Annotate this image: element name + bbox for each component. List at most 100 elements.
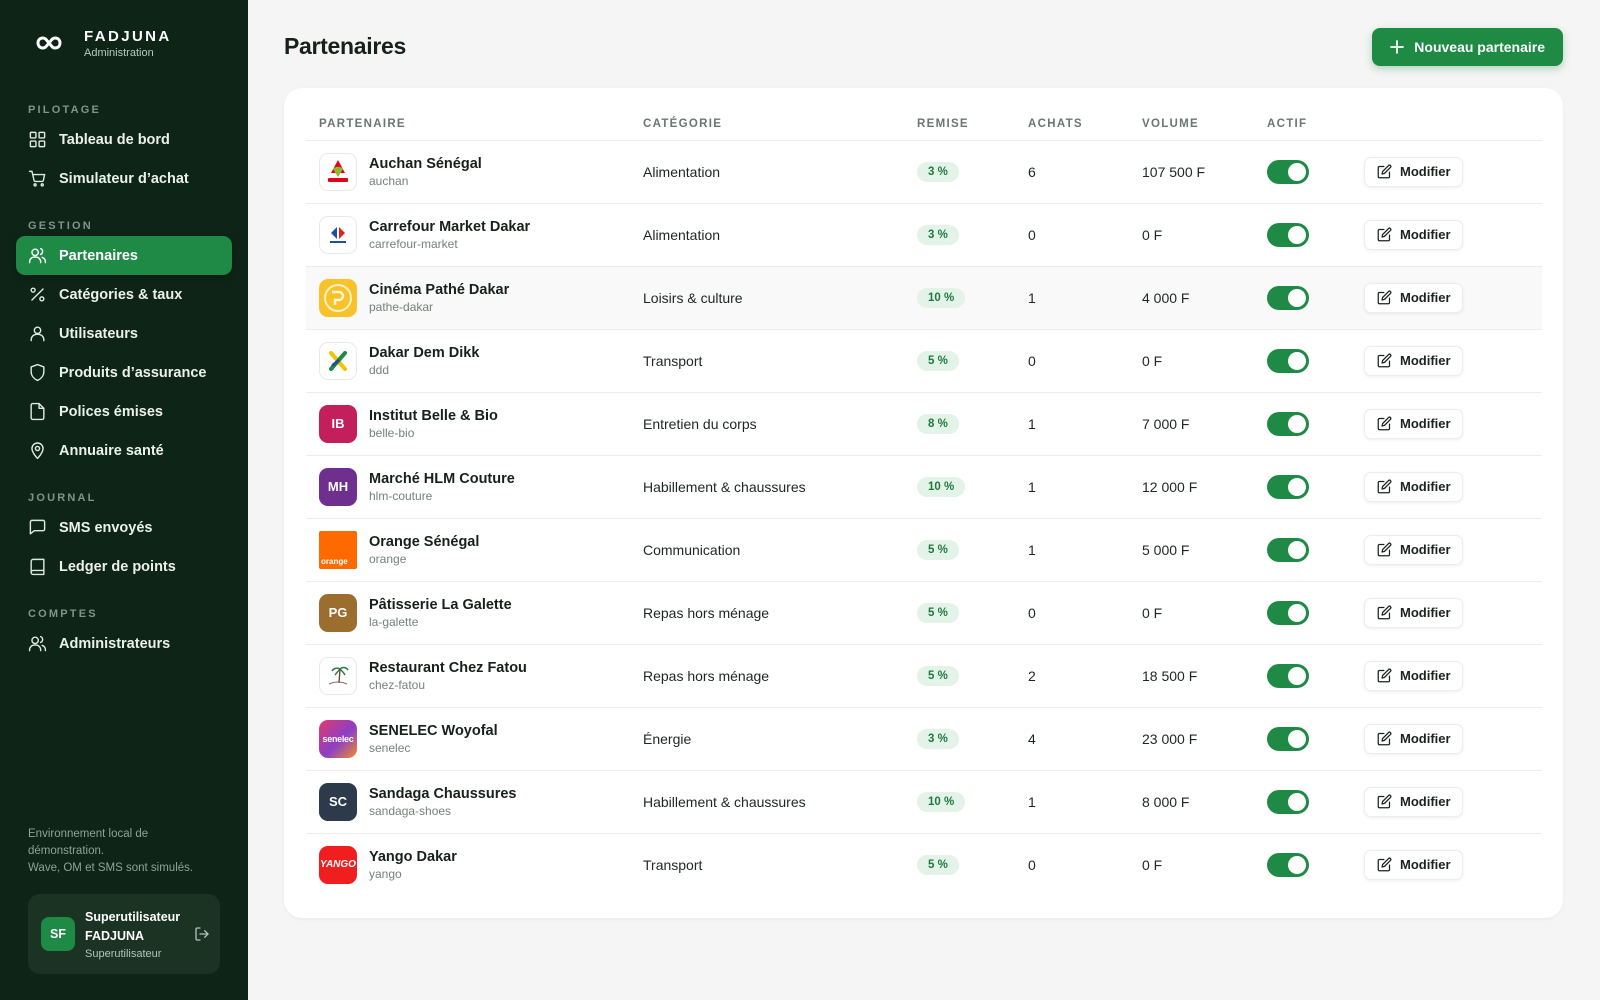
active-toggle[interactable] — [1267, 474, 1309, 499]
modify-button[interactable]: Modifier — [1364, 156, 1463, 187]
modify-label: Modifier — [1400, 731, 1451, 746]
cell-actions: Modifier — [1364, 770, 1542, 834]
book-icon — [30, 558, 45, 576]
partner-initials-avatar: SC — [319, 782, 357, 821]
modify-button[interactable]: Modifier — [1364, 597, 1463, 628]
sidebar-item-tableau-de-bord[interactable]: Tableau de bord — [16, 120, 232, 159]
sidebar-item-ledger-de-points[interactable]: Ledger de points — [16, 547, 232, 586]
sidebar-item-label: Polices émises — [59, 403, 163, 420]
table-row: senelec SENELEC Woyofal senelec Énergie 3 % 4… — [306, 707, 1542, 771]
sidebar-item-polices-emises[interactable]: Polices émises — [16, 392, 232, 431]
active-toggle[interactable] — [1267, 852, 1309, 877]
logout-icon[interactable] — [194, 926, 210, 942]
active-toggle[interactable] — [1267, 726, 1309, 751]
partner-initials-avatar: PG — [319, 593, 357, 632]
cell-actions: Modifier — [1364, 203, 1542, 267]
modify-button[interactable]: Modifier — [1364, 219, 1463, 250]
modify-button[interactable]: Modifier — [1364, 471, 1463, 502]
active-toggle[interactable] — [1267, 789, 1309, 814]
sidebar-item-administrateurs[interactable]: Administrateurs — [16, 624, 232, 663]
cell-partner: orange Orange Sénégal orange — [306, 518, 643, 582]
active-toggle[interactable] — [1267, 411, 1309, 436]
cell-purchases: 1 — [1028, 455, 1142, 519]
partner-slug: hlm-couture — [369, 488, 433, 503]
partner-name: SENELEC Woyofal — [369, 722, 498, 739]
cell-volume: 7 000 F — [1142, 392, 1267, 456]
partner-name: Restaurant Chez Fatou — [369, 659, 527, 676]
cell-volume: 18 500 F — [1142, 644, 1267, 708]
active-toggle[interactable] — [1267, 348, 1309, 373]
cell-partner: Carrefour Market Dakar carrefour-market — [306, 203, 643, 267]
modify-label: Modifier — [1400, 479, 1451, 494]
active-toggle[interactable] — [1267, 600, 1309, 625]
cell-active — [1267, 770, 1364, 834]
table-row: Dakar Dem Dikk ddd Transport 5 % 0 0 F Modifie… — [306, 329, 1542, 393]
cell-purchases: 0 — [1028, 581, 1142, 645]
sidebar-item-simulateur-dachat[interactable]: Simulateur d’achat — [16, 159, 232, 198]
nav-section-journal: JOURNAL — [28, 492, 97, 504]
cell-active — [1267, 833, 1364, 896]
table-row: Restaurant Chez Fatou chez-fatou Repas hor… — [306, 644, 1542, 708]
modify-label: Modifier — [1400, 353, 1451, 368]
brand-name: FADJUNA — [84, 27, 172, 45]
partner-slug: ddd — [369, 362, 390, 377]
sidebar-item-partenaires[interactable]: Partenaires — [16, 236, 232, 275]
cell-partner: senelec SENELEC Woyofal senelec — [306, 707, 643, 771]
modify-button[interactable]: Modifier — [1364, 282, 1463, 313]
edit-icon — [1377, 605, 1392, 620]
modify-button[interactable]: Modifier — [1364, 786, 1463, 817]
sidebar-item-annuaire-sante[interactable]: Annuaire santé — [16, 431, 232, 470]
cell-purchases: 1 — [1028, 770, 1142, 834]
discount-badge: 8 % — [917, 413, 959, 434]
modify-label: Modifier — [1400, 605, 1451, 620]
file-icon — [30, 402, 45, 421]
sidebar-item-produits-dassurance[interactable]: Produits d’assurance — [16, 353, 232, 392]
modify-button[interactable]: Modifier — [1364, 408, 1463, 439]
partner-slug: pathe-dakar — [369, 299, 434, 314]
partner-name: Marché HLM Couture — [369, 470, 515, 487]
active-toggle[interactable] — [1267, 222, 1309, 247]
sidebar-item-categories-taux[interactable]: Catégories & taux — [16, 275, 232, 314]
modify-button[interactable]: Modifier — [1364, 534, 1463, 565]
orange-logo-icon: orange — [319, 530, 357, 569]
brand: FADJUNA Administration — [16, 0, 232, 86]
auchan-logo-icon — [319, 152, 357, 191]
modify-button[interactable]: Modifier — [1364, 723, 1463, 754]
header-partner: PARTENAIRE — [306, 108, 643, 141]
cell-volume: 0 F — [1142, 203, 1267, 267]
active-toggle[interactable] — [1267, 537, 1309, 562]
cell-purchases: 0 — [1028, 203, 1142, 267]
modify-button[interactable]: Modifier — [1364, 660, 1463, 691]
partner-name: Yango Dakar — [369, 848, 457, 865]
partner-name: Orange Sénégal — [369, 533, 480, 550]
cell-category: Communication — [643, 518, 917, 582]
new-partner-button[interactable]: Nouveau partenaire — [1372, 28, 1563, 66]
table-row: PG Pâtisserie La Galette la-galette Repas h… — [306, 581, 1542, 645]
active-toggle[interactable] — [1267, 663, 1309, 688]
cell-actions: Modifier — [1364, 329, 1542, 393]
shield-icon — [30, 363, 45, 382]
sidebar-item-sms-envoyes[interactable]: SMS envoyés — [16, 508, 232, 547]
sidebar-item-utilisateurs[interactable]: Utilisateurs — [16, 314, 232, 353]
cell-discount: 3 % — [917, 140, 1028, 204]
cell-active — [1267, 203, 1364, 267]
modify-button[interactable]: Modifier — [1364, 345, 1463, 376]
cell-active — [1267, 518, 1364, 582]
cell-purchases: 0 — [1028, 856, 1036, 873]
nav-section-comptes: COMPTES — [28, 608, 98, 620]
cell-category: Alimentation — [643, 203, 917, 267]
modify-label: Modifier — [1400, 164, 1451, 179]
table-row: YANGO Yango Dakar yango Transport 5 % 0 0 F Mod… — [306, 833, 1542, 896]
active-toggle[interactable] — [1267, 285, 1309, 310]
cell-category: Repas hors ménage — [643, 581, 917, 645]
modify-label: Modifier — [1400, 290, 1451, 305]
users-icon — [28, 635, 47, 652]
avatar: SF — [41, 917, 75, 951]
active-toggle[interactable] — [1267, 159, 1309, 184]
partner-name: Dakar Dem Dikk — [369, 344, 480, 361]
cell-purchases: 4 — [1028, 707, 1142, 771]
modify-button[interactable]: Modifier — [1364, 849, 1463, 880]
discount-badge: 10 % — [917, 287, 966, 308]
cell-discount: 5 % — [917, 644, 1028, 708]
cell-active — [1267, 329, 1364, 393]
